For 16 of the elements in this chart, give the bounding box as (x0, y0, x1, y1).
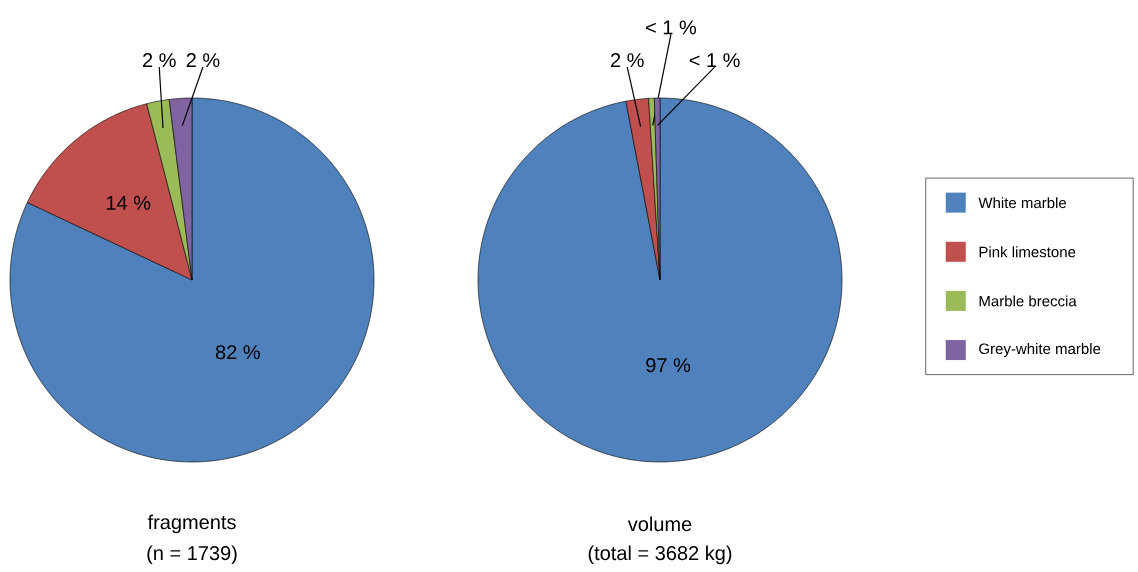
data-label: 2 % (186, 53, 220, 68)
text: fragments (147, 514, 236, 534)
legend-label: Grey-white marble (979, 343, 1101, 358)
text: (n = 1739) (147, 545, 237, 565)
data-label: 2 % (611, 53, 644, 68)
data-label: < 1 % (646, 20, 697, 35)
data-label: 82 % (215, 345, 260, 360)
legend-label: Pink limestone (979, 246, 1076, 258)
data-label: 97 % (646, 358, 691, 373)
data-label: < 1 % (689, 53, 740, 68)
text: (total = 3682 kg) (588, 545, 732, 565)
data-label: 2 % (143, 53, 176, 68)
text: volume (627, 516, 692, 532)
data-label: 14 % (106, 195, 151, 210)
legend-label: White marble (978, 197, 1067, 209)
legend-label: Marble breccia (979, 295, 1077, 307)
